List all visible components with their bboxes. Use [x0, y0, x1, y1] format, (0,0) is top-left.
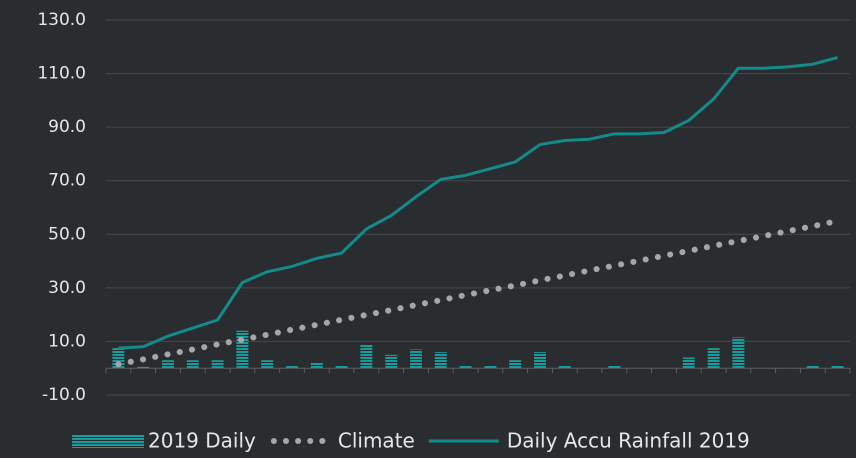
y-tick-label: 90.0 [48, 117, 86, 137]
bar [509, 360, 522, 369]
bar [360, 344, 373, 369]
y-tick-label: 30.0 [48, 278, 86, 298]
bar [261, 360, 274, 369]
bar [459, 365, 472, 369]
bar [558, 365, 571, 369]
y-tick-label: 10.0 [48, 331, 86, 351]
bar [732, 337, 745, 369]
y-tick-label: -10.0 [42, 385, 86, 405]
bar [608, 365, 621, 369]
y-tick-label: 50.0 [48, 224, 86, 244]
bar [806, 365, 819, 369]
bar [335, 365, 348, 369]
accumulated-line [118, 56, 838, 350]
bar [112, 348, 125, 369]
bar [434, 352, 447, 369]
bar [410, 349, 422, 369]
y-tick-label: 110.0 [37, 64, 86, 84]
bar [310, 362, 323, 369]
bar [484, 365, 497, 369]
bar [286, 365, 298, 369]
legend-label: Daily Accu Rainfall 2019 [507, 429, 750, 453]
bar [831, 365, 844, 369]
bar [137, 366, 150, 369]
bar [186, 360, 199, 369]
bar [385, 354, 398, 369]
bar [211, 360, 224, 369]
bar [236, 330, 249, 369]
bar [707, 348, 720, 369]
bar [682, 357, 695, 369]
legend-swatch [72, 434, 144, 448]
y-tick-label: 130.0 [37, 10, 86, 30]
bar [534, 352, 546, 369]
legend-label: 2019 Daily [148, 429, 256, 453]
y-tick-label: 70.0 [48, 171, 86, 191]
bar [162, 360, 174, 369]
climate-line [115, 217, 841, 368]
legend-label: Climate [338, 429, 415, 453]
